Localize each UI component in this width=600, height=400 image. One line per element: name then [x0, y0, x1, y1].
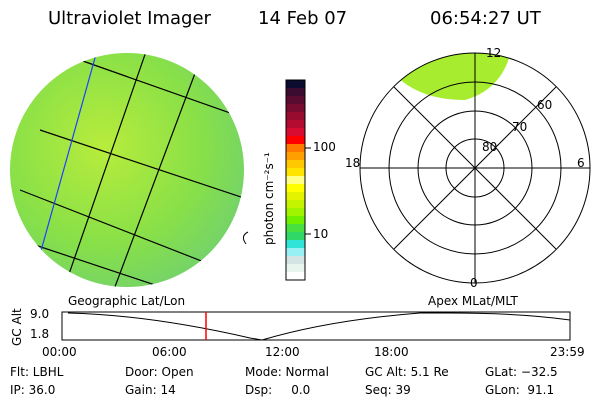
status-field: GC Alt: 5.1 Re [365, 365, 449, 379]
ytick: 1.8 [30, 327, 50, 341]
color-band [286, 104, 305, 113]
xtick: 06:00 [152, 345, 187, 359]
color-band [286, 128, 305, 137]
color-band [286, 120, 305, 129]
status-field: Door: Open [125, 365, 194, 379]
time: 06:54:27 UT [430, 8, 541, 29]
color-band [286, 272, 305, 281]
color-band [286, 256, 305, 265]
color-band [286, 168, 305, 177]
color-band [286, 144, 305, 153]
instrument-title: Ultraviolet Imager [48, 8, 211, 29]
polar-label-6: 6 [577, 156, 585, 170]
color-band [286, 160, 305, 169]
color-band [286, 232, 305, 241]
color-band [286, 152, 305, 161]
status-field: Mode: Normal [245, 365, 329, 379]
color-band [286, 176, 305, 185]
status-field: GLon: 91.1 [485, 383, 555, 397]
ytick: 9.0 [30, 307, 50, 321]
color-band [286, 112, 305, 121]
color-band [286, 136, 305, 145]
status-field: Flt: LBHL [10, 365, 64, 379]
xtick: 18:00 [374, 345, 409, 359]
color-band [286, 200, 305, 209]
color-band [286, 88, 305, 97]
xtick: 00:00 [42, 345, 77, 359]
earth-image [10, 53, 249, 287]
color-band [286, 240, 305, 249]
polar-label-0: 0 [470, 276, 478, 290]
color-band [286, 264, 305, 273]
status-field: Gain: 14 [125, 383, 176, 397]
ring-label: 60 [537, 98, 553, 112]
geo-label: Geographic Lat/Lon [68, 294, 186, 308]
color-band [286, 96, 305, 105]
status-field: GLat: −32.5 [485, 365, 558, 379]
status-field: IP: 36.0 [10, 383, 56, 397]
polar-label-18: 18 [345, 156, 361, 170]
xtick: 23:59 [550, 345, 585, 359]
xtick: 12:00 [265, 345, 300, 359]
colorbar-label: photon cm⁻²s⁻¹ [262, 152, 276, 245]
polar-label-12: 12 [486, 46, 502, 60]
colorbar-tick: 100 [313, 140, 336, 154]
color-band [286, 184, 305, 193]
ring-label: 70 [512, 120, 528, 134]
colorbar-tick: 10 [313, 227, 329, 241]
ring-label: 80 [482, 140, 498, 154]
color-band [286, 248, 305, 257]
status-field: Seq: 39 [365, 383, 411, 397]
apex-label: Apex MLat/MLT [428, 294, 518, 308]
color-band [286, 192, 305, 201]
color-band [286, 80, 305, 89]
plot-ylabel: GC Alt [10, 308, 24, 346]
color-band [286, 224, 305, 233]
color-band [286, 208, 305, 217]
status-field: Dsp: 0.0 [245, 383, 311, 397]
color-bar [286, 80, 305, 281]
altitude-plot [61, 311, 571, 341]
color-band [286, 216, 305, 225]
polar-plot [359, 52, 591, 284]
date: 14 Feb 07 [258, 8, 348, 29]
